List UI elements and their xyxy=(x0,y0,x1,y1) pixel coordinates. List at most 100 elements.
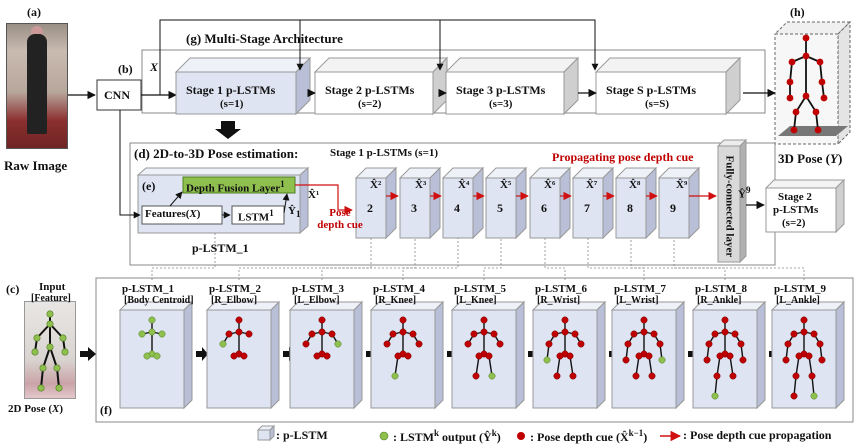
legend-lstm-end: ) xyxy=(496,430,501,444)
chain-box-2-side xyxy=(385,166,397,240)
stage-box-4-top xyxy=(594,57,742,73)
stage-box-4-face xyxy=(595,71,727,115)
panel-6-joint-rs xyxy=(571,330,579,338)
panel-box-6-side xyxy=(596,300,606,410)
joint-panels-frame xyxy=(95,277,854,423)
y9-text: Ŷ xyxy=(738,188,746,201)
panel-8-joint-rw xyxy=(739,356,747,364)
label-g: (g) Multi-Stage Architecture xyxy=(186,31,343,46)
stage2-out-line-3: (s=2) xyxy=(782,217,806,229)
x-hat-8: X̂⁸ xyxy=(629,179,641,191)
panel-7-joint-neck xyxy=(640,328,648,336)
panel-1-joint-rs xyxy=(158,330,166,338)
legend-depth-sup: k−1 xyxy=(628,428,644,438)
panel-8-joint-rh xyxy=(726,352,734,360)
chain-box-4 xyxy=(441,166,485,240)
pose3d-end: ) xyxy=(837,151,843,166)
panel-joint-4: [R_Knee] xyxy=(375,295,417,306)
panel-7-joint-rh xyxy=(645,352,653,360)
chain-box-2-face xyxy=(355,177,387,239)
x-hat-3: X̂³ xyxy=(415,179,427,191)
stage-title-1: Stage 1 p-LSTMs xyxy=(186,83,276,97)
panel-skeleton-2 xyxy=(219,316,253,360)
panel-7-joint-head xyxy=(640,316,648,324)
pose3d-joint-rs xyxy=(816,58,824,66)
lstm1-text: LSTM xyxy=(238,211,270,224)
panel-9-joint-rk xyxy=(808,372,816,380)
panel-6-joint-lh xyxy=(556,352,564,360)
stage-sub-1: (s=1) xyxy=(220,98,244,110)
panel-7-joint-rs xyxy=(650,330,658,338)
stage-box-1-top xyxy=(174,57,312,73)
panel-skeleton-8 xyxy=(703,316,747,400)
panel-connector-4 xyxy=(402,238,459,280)
panel-box-5-side xyxy=(515,300,525,410)
x-hat-9: X̂⁹ xyxy=(676,179,688,191)
legend-lstm-sup: k xyxy=(434,428,440,438)
pose2d-end: ) xyxy=(59,403,64,415)
panel-9-joint-lk xyxy=(792,372,800,380)
chain-box-8 xyxy=(614,166,658,240)
panel-4-joint-lk xyxy=(391,372,399,380)
panel-5-joint-neck xyxy=(480,328,488,336)
legend-depth-text: : Pose depth cue (X̂ xyxy=(530,430,629,444)
depth-fusion-text: Depth Fusion Layer xyxy=(186,182,281,195)
panel-2-joint-ls xyxy=(225,330,233,338)
pose3d-text: 3D Pose ( xyxy=(778,151,830,166)
panel-7-joint-le xyxy=(624,340,632,348)
panel-2-joint-le xyxy=(219,340,227,348)
panel-3-joint-le xyxy=(302,340,310,348)
pose3d-joint-rw xyxy=(820,94,828,102)
panel-3-joint-head xyxy=(318,316,326,324)
stage-sub-2: (s=2) xyxy=(358,98,382,110)
panel-3-joint-neck xyxy=(318,328,326,336)
chain-box-3-face xyxy=(399,177,431,239)
panel-3-joint-re xyxy=(334,340,342,348)
stage-box-2 xyxy=(313,56,449,116)
panel-box-4-side xyxy=(434,300,444,410)
panel-connector-6 xyxy=(544,238,566,280)
panel-9-joint-ra xyxy=(810,392,818,400)
pose3d-skeleton xyxy=(786,34,828,134)
chain-num-5: 5 xyxy=(497,201,503,215)
panel-name-7: p-LSTM_7 xyxy=(614,283,666,295)
stage1-down-arrow xyxy=(215,121,241,139)
pose3d-joint-rk xyxy=(812,108,820,116)
chain-num-2: 2 xyxy=(367,201,373,215)
panel-joint-6: [R_Wrist] xyxy=(537,295,581,306)
stage-title-2: Stage 2 p-LSTMs xyxy=(325,83,415,97)
features-var: X xyxy=(189,208,197,220)
stage2-out-box-top xyxy=(764,179,846,189)
fc-layer-label: Fully-connected layer xyxy=(723,155,736,258)
input-arrow xyxy=(80,347,96,361)
label-c: (c) xyxy=(6,282,20,296)
x-hat-5: X̂⁵ xyxy=(500,179,512,191)
y1-label: Ŷ1 xyxy=(288,206,300,219)
panel-5-joint-head xyxy=(480,316,488,324)
panel-2-joint-neck xyxy=(235,328,243,336)
input-label: Input xyxy=(39,281,66,293)
panel-3-joint-lh xyxy=(313,352,321,360)
panel-connector-5 xyxy=(483,238,502,280)
label-e: (e) xyxy=(142,179,156,193)
panel-5-joint-rs xyxy=(490,330,498,338)
chain-box-8-face xyxy=(615,177,647,239)
features-end: ) xyxy=(196,208,201,220)
legend-lstm-output: : LSTMk output (Ŷk) xyxy=(393,428,501,445)
stage-title-3: Stage 3 p-LSTMs xyxy=(456,83,546,97)
panel-skeleton-6 xyxy=(543,316,585,380)
panel-5-joint-re xyxy=(496,340,504,348)
panel-7-joint-rw xyxy=(658,356,666,364)
panel-8-joint-re xyxy=(737,340,745,348)
pose-depth-cue-line2: depth cue xyxy=(317,219,363,232)
stage-box-3 xyxy=(444,56,580,116)
panel-joint-9: [L_Ankle] xyxy=(776,295,820,306)
chain-box-5-face xyxy=(485,177,517,239)
panel-1-joint-head xyxy=(148,316,156,324)
panel-connector-1 xyxy=(151,233,216,280)
panel-9-joint-lw xyxy=(782,356,790,364)
chain-box-3-side xyxy=(429,166,441,240)
panel-6-joint-head xyxy=(561,316,569,324)
panel-name-9: p-LSTM_9 xyxy=(774,283,826,295)
features-to-fusion-arrow xyxy=(169,191,183,207)
